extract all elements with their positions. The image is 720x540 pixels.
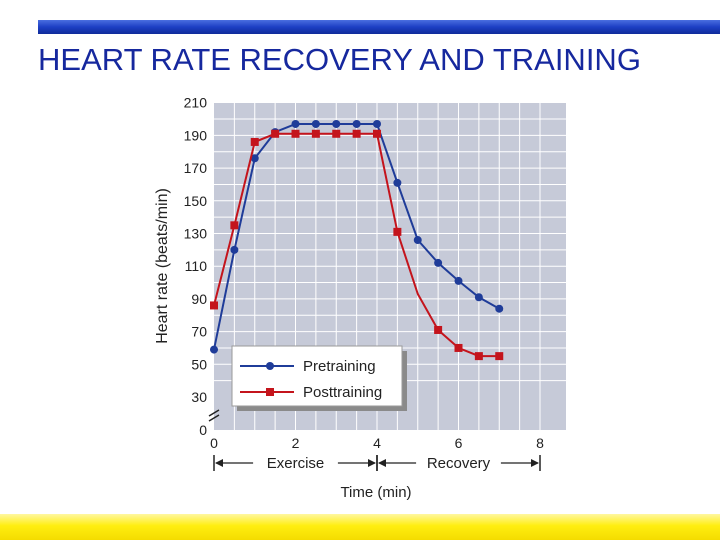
data-point [352,129,361,138]
series-posttraining [210,129,504,361]
x-axis-tick-labels: 0 2 4 6 8 [210,435,544,451]
phase-arrowhead [368,459,376,467]
data-point [454,343,463,352]
x-tick-label: 8 [536,435,544,451]
y-tick-label: 190 [184,127,208,143]
data-point [454,276,463,285]
data-point [434,258,443,267]
data-point [352,119,361,128]
legend-label: Pretraining [303,358,376,375]
data-point [250,154,259,163]
data-point [474,293,483,302]
data-point [210,301,218,310]
legend: Pretraining Posttraining [231,345,407,411]
y-tick-label: 30 [191,389,207,405]
x-tick-label: 4 [373,435,381,451]
x-tick-label: 2 [292,435,300,451]
series-layer [210,119,504,361]
series-pretraining [210,119,504,354]
phase-label: Exercise [267,455,325,472]
phase-arrowhead [531,459,539,467]
legend-item-pretraining: Pretraining [240,358,376,375]
data-point [393,178,402,187]
legend-box [231,345,403,407]
y-tick-label: 150 [184,193,208,209]
y-tick-label: 170 [184,160,208,176]
axis-break-mark [208,409,220,422]
data-point [291,129,300,138]
x-tick-label: 6 [455,435,463,451]
y-axis-break-icon [208,409,220,422]
footer-accent-bar [0,514,720,540]
x-tick-label: 0 [210,435,218,451]
data-point [271,129,280,138]
phase-exercise: Exercise [213,455,378,472]
y-axis-tick-labels: 0 30 50 70 90 110 130 150 170 190 210 [184,95,208,438]
y-tick-label: 210 [184,95,208,111]
data-point [413,236,422,245]
legend-marker [266,388,274,396]
data-point [332,129,341,138]
phase-arrowhead [215,459,223,467]
data-point [373,129,381,138]
phase-recovery: Recovery [376,455,541,472]
x-axis-label: Time (min) [340,484,411,501]
data-point [474,352,483,361]
data-point [495,352,504,361]
slide-title: HEART RATE RECOVERY AND TRAINING [38,42,641,77]
legend-item-posttraining: Posttraining [240,384,382,401]
phase-arrowhead [378,459,386,467]
y-tick-label: 90 [191,291,207,307]
data-point [210,345,218,354]
y-tick-label: 70 [191,324,207,340]
data-point [230,221,239,230]
y-tick-label: 0 [199,422,207,438]
phase-label: Recovery [427,455,491,472]
data-point [434,325,443,334]
data-point [373,119,381,128]
y-tick-label: 130 [184,226,208,242]
y-axis-label: Heart rate (beats/min) [154,188,171,344]
y-tick-label: 110 [185,258,208,274]
legend-label: Posttraining [303,384,382,401]
title-accent-bar [38,20,720,34]
data-point [291,119,300,128]
data-point [332,119,341,128]
data-point [250,137,259,146]
data-point [495,304,504,313]
data-point [311,129,320,138]
legend-marker [266,362,274,370]
y-tick-label: 50 [191,356,207,372]
phase-annotations: Exercise Recovery [213,455,541,472]
data-point [311,119,320,128]
data-point [393,227,402,236]
data-point [230,245,239,254]
